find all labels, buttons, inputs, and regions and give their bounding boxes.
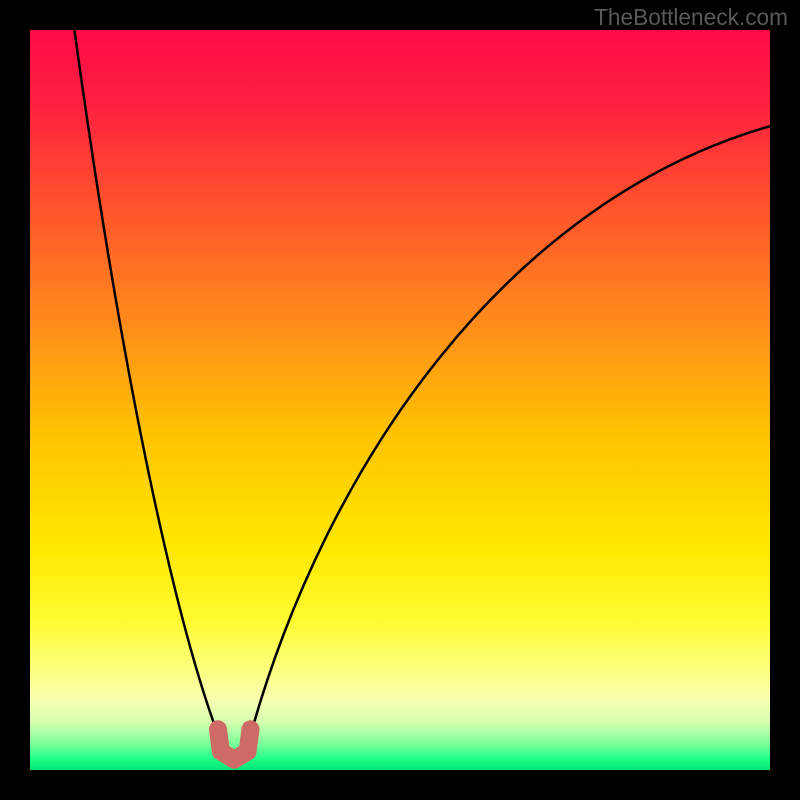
bottleneck-curves-svg [30, 30, 770, 770]
optimal-dip-marker [218, 729, 251, 759]
plot-area [30, 30, 770, 770]
chart-frame: TheBottleneck.com [0, 0, 800, 800]
left-curve-path [74, 30, 220, 740]
right-curve-path [249, 126, 770, 740]
attribution-watermark: TheBottleneck.com [594, 4, 788, 31]
